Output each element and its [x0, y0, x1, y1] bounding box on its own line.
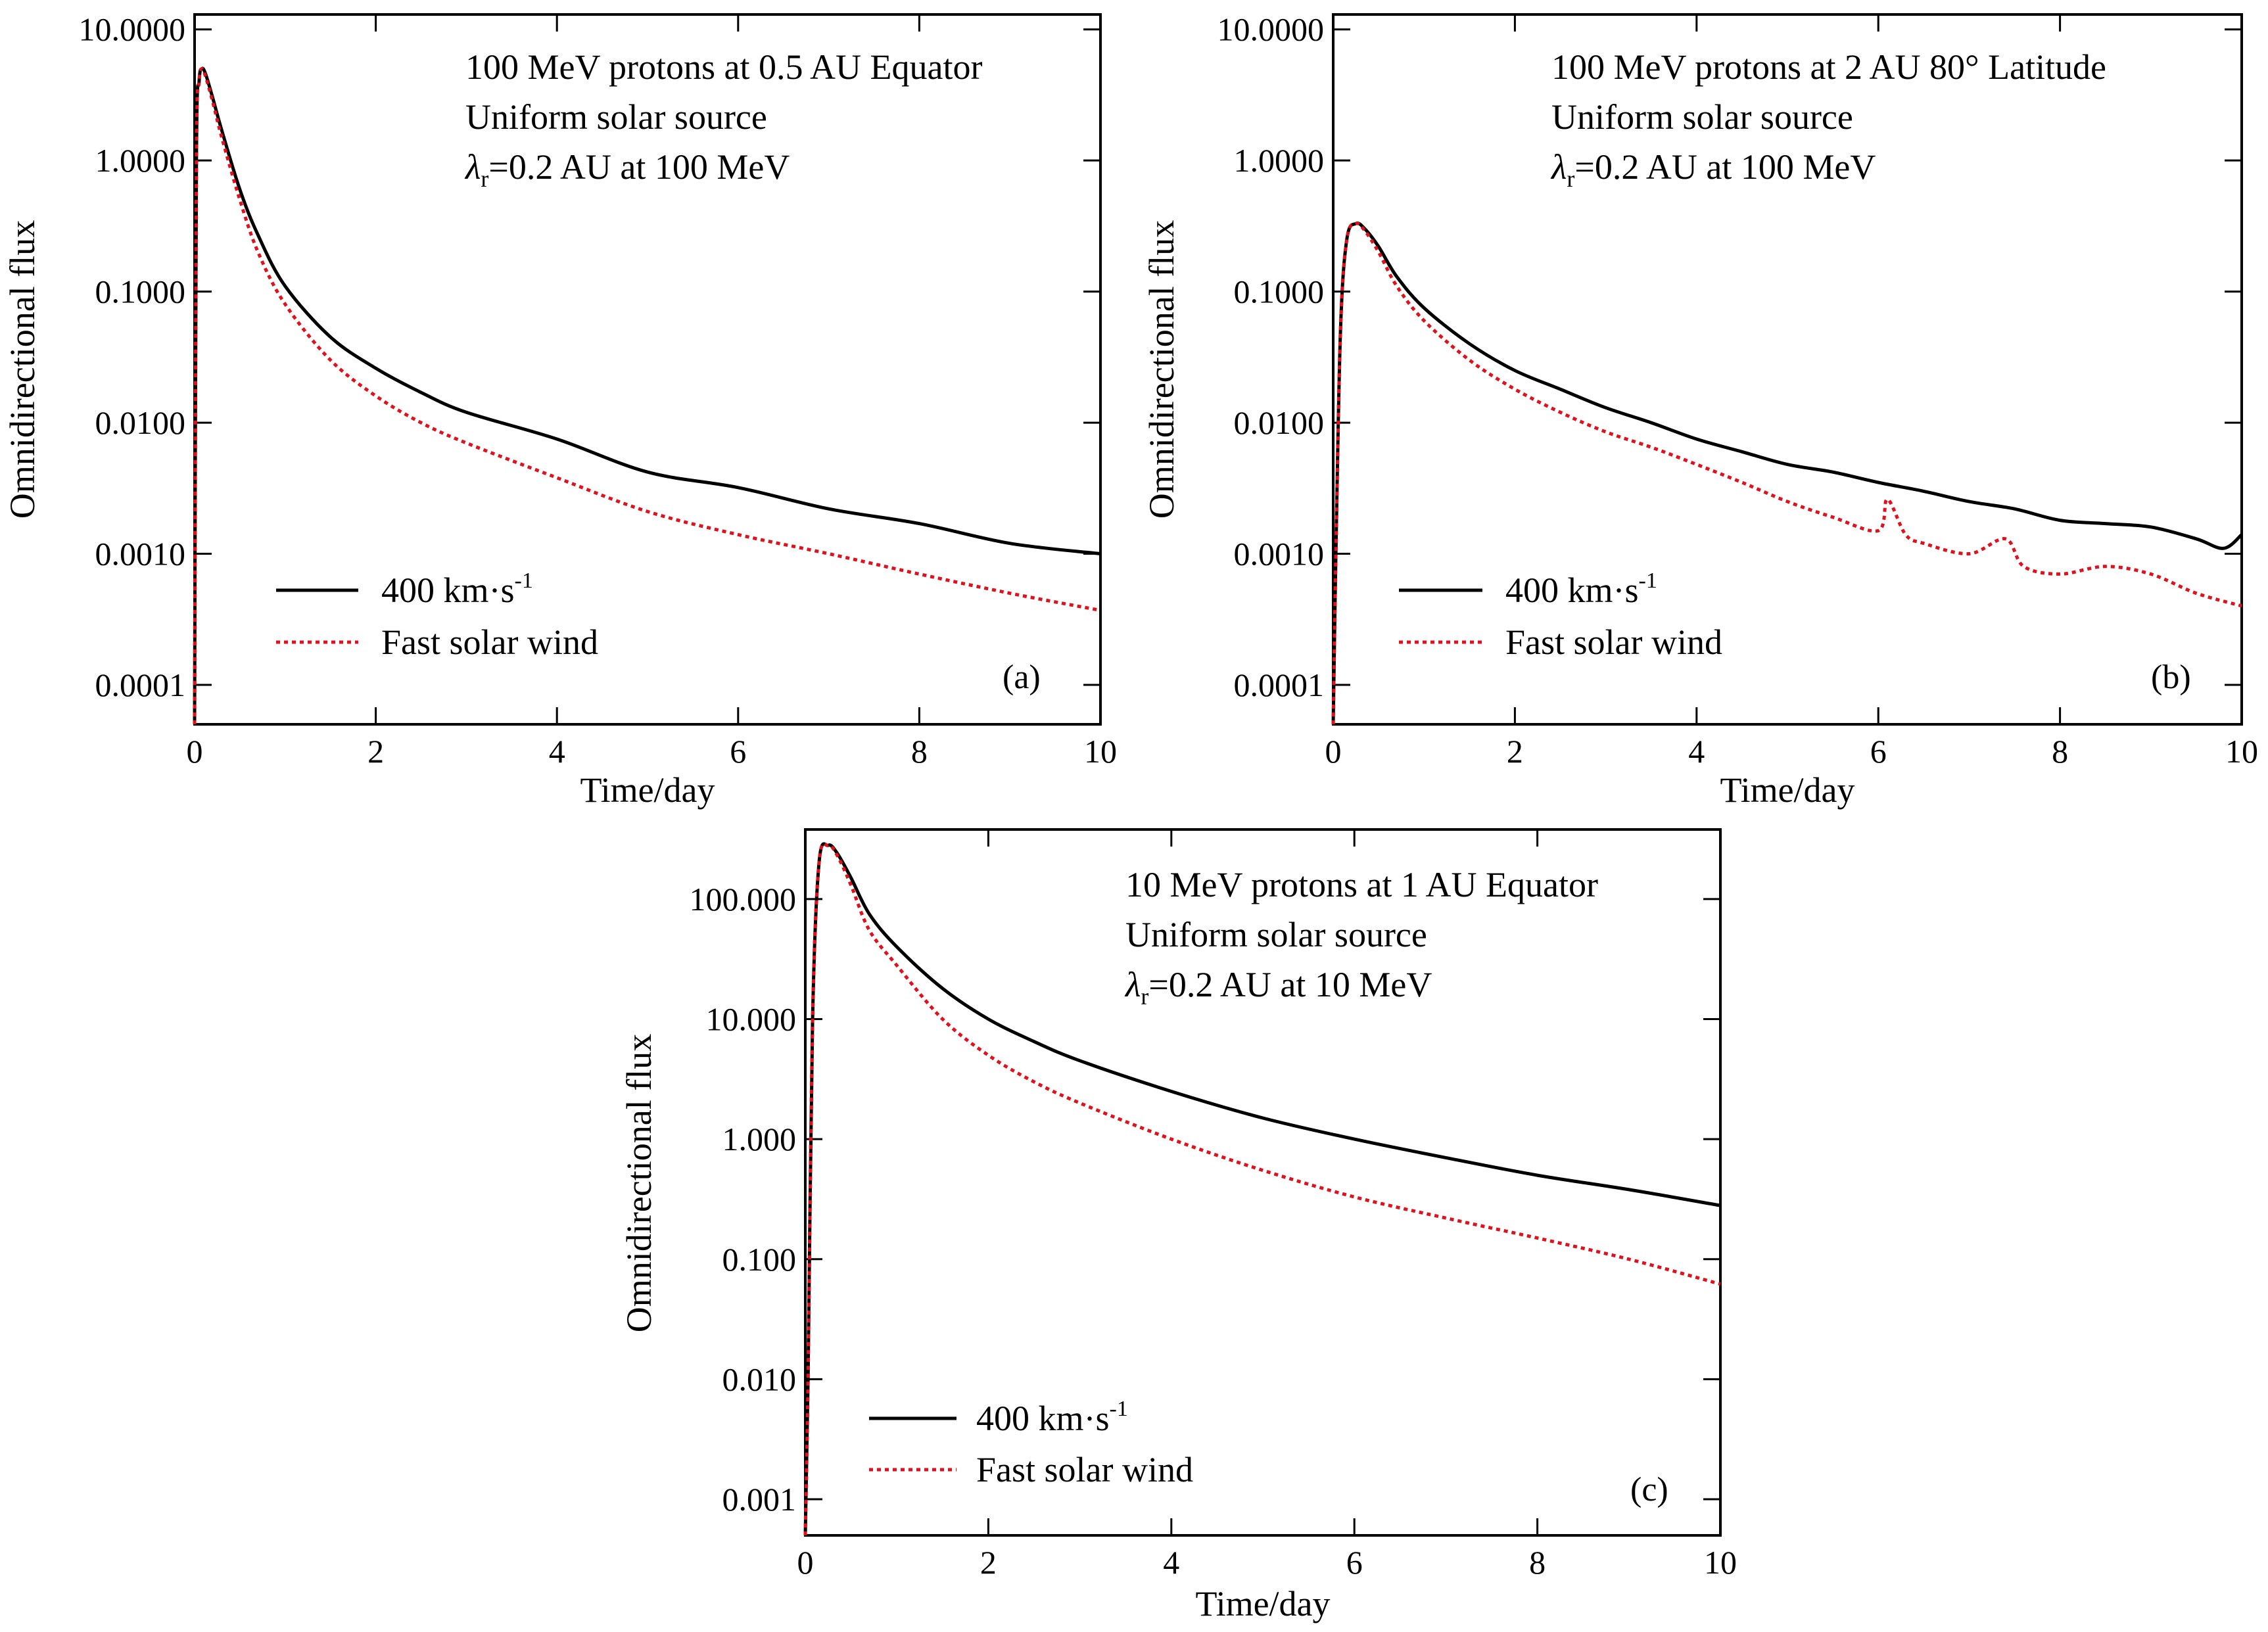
annotation-line-2: Uniform solar source	[1125, 915, 1427, 954]
x-tick-label: 8	[1529, 1544, 1546, 1581]
series-400-kms-line	[1331, 221, 2243, 725]
x-tick-label: 10	[2225, 733, 2258, 770]
y-tick-label: 0.100	[722, 1241, 797, 1278]
x-ticks: 0 2 4 6 8 10	[1325, 14, 2258, 770]
x-axis-label: Time/day	[580, 770, 715, 810]
lambda-subscript: r	[1141, 983, 1148, 1010]
y-ticks: 10.0000 1.0000 0.1000 0.0100 0.0010 0.0001	[1217, 11, 2242, 703]
annotation-line-3: λr=0.2 AU at 100 MeV	[1550, 147, 1876, 192]
annotation-line-3-rest: =0.2 AU at 100 MeV	[488, 147, 790, 187]
plot-frame	[804, 828, 1722, 1537]
legend-solid-label: 400 km·s-1	[381, 569, 533, 610]
x-tick-label: 4	[549, 733, 565, 770]
x-tick-label: 4	[1163, 1544, 1179, 1581]
y-ticks: 100.000 10.000 1.000 0.100 0.010 0.001	[690, 881, 1720, 1518]
annotation-line-2: Uniform solar source	[465, 97, 767, 137]
y-tick-label: 10.0000	[1217, 11, 1325, 48]
panel-label: (b)	[2151, 659, 2191, 696]
x-tick-label: 6	[730, 733, 746, 770]
annotation-line-1: 100 MeV protons at 2 AU 80° Latitude	[1551, 47, 2106, 87]
y-tick-label: 1.0000	[95, 142, 186, 179]
legend-solid-label: 400 km·s-1	[976, 1397, 1128, 1438]
annotation-line-1: 100 MeV protons at 0.5 AU Equator	[465, 47, 982, 87]
panel-c: 0 2 4 6 8 10 100.000 10.000 1.000 0.100 0.010 0.00…	[619, 828, 1737, 1623]
y-tick-label: 1.000	[722, 1121, 797, 1157]
y-tick-label: 0.0100	[95, 404, 186, 441]
x-tick-label: 6	[1870, 733, 1887, 770]
legend-dotted-label: Fast solar wind	[976, 1450, 1193, 1489]
legend-solid-label: 400 km·s-1	[1505, 569, 1657, 610]
lambda-symbol: λ	[464, 147, 481, 187]
lambda-symbol: λ	[1124, 965, 1141, 1004]
curves	[193, 66, 1101, 725]
y-tick-label: 0.0001	[1234, 666, 1325, 703]
y-tick-label: 100.000	[690, 881, 797, 918]
series-fast-solar-wind-line	[803, 842, 1721, 1536]
y-tick-label: 1.0000	[1234, 142, 1325, 179]
x-tick-label: 2	[1507, 733, 1523, 770]
y-tick-label: 0.0001	[95, 666, 186, 703]
x-tick-label: 4	[1688, 733, 1705, 770]
x-tick-label: 0	[1325, 733, 1342, 770]
panel-a: 0 2 4 6 8 10 10.00001.00000.10000.01000.00100…	[3, 11, 1117, 810]
y-tick-label: 10.000	[706, 1001, 797, 1038]
lambda-subscript: r	[481, 166, 488, 192]
x-axis-label: Time/day	[1195, 1584, 1330, 1623]
y-tick-label: 0.1000	[1234, 273, 1325, 310]
legend-solid-label-main: 400 km·s	[1505, 571, 1639, 610]
series-fast-solar-wind-line	[1331, 221, 2242, 725]
annotation-line-3-rest: =0.2 AU at 10 MeV	[1148, 965, 1432, 1004]
x-tick-label: 2	[367, 733, 384, 770]
annotation-line-3: λr=0.2 AU at 100 MeV	[464, 147, 790, 192]
x-tick-label: 2	[980, 1544, 997, 1581]
panel-label: (c)	[1630, 1471, 1668, 1508]
legend-solid-label-sup: -1	[515, 569, 533, 593]
annotation-line-1: 10 MeV protons at 1 AU Equator	[1125, 865, 1598, 904]
y-tick-label: 0.001	[722, 1481, 797, 1518]
lambda-subscript: r	[1567, 166, 1574, 192]
y-tick-label: 10.0000	[79, 11, 186, 48]
lambda-symbol: λ	[1550, 147, 1567, 187]
x-tick-label: 8	[2052, 733, 2068, 770]
plot-frame	[1332, 13, 2243, 726]
y-axis-label: Omnidirectional flux	[619, 1034, 659, 1332]
legend-dotted-label: Fast solar wind	[381, 622, 598, 662]
y-ticks: 10.0000 1.0000 0.1000 0.0100 0.0010 0.0001	[79, 11, 1100, 703]
y-tick-label: 0.010	[722, 1361, 797, 1397]
curves	[1331, 221, 2243, 725]
x-tick-label: 10	[1704, 1544, 1737, 1581]
x-tick-label: 0	[187, 733, 203, 770]
series-fast-solar-wind-line	[193, 67, 1101, 725]
y-axis-label: Omnidirectional flux	[1142, 220, 1181, 519]
panel-b: 0 2 4 6 8 10 10.00001.00000.10000.01000.00100…	[1142, 11, 2258, 810]
legend-solid-label-main: 400 km·s	[976, 1399, 1110, 1438]
curves	[803, 842, 1721, 1536]
x-tick-label: 8	[911, 733, 928, 770]
x-axis-label: Time/day	[1720, 770, 1855, 810]
x-tick-label: 0	[797, 1544, 814, 1581]
annotation-line-3-rest: =0.2 AU at 100 MeV	[1574, 147, 1876, 187]
y-tick-label: 0.1000	[95, 273, 186, 310]
legend-solid-label-sup: -1	[1110, 1397, 1128, 1421]
annotation-line-2: Uniform solar source	[1551, 97, 1853, 137]
panel-label: (a)	[1003, 659, 1041, 696]
legend-solid-label-sup: -1	[1639, 569, 1657, 593]
y-tick-label: 0.0100	[1234, 404, 1325, 441]
annotation-line-3: λr=0.2 AU at 10 MeV	[1124, 965, 1432, 1010]
y-tick-label: 0.0010	[95, 536, 186, 572]
x-ticks: 0 2 4 6 8 10	[797, 829, 1737, 1581]
y-axis-label: Omnidirectional flux	[3, 220, 42, 519]
legend-dotted-label: Fast solar wind	[1505, 622, 1722, 662]
x-tick-label: 10	[1084, 733, 1117, 770]
legend-solid-label-main: 400 km·s	[381, 571, 515, 610]
x-ticks: 0 2 4 6 8 10	[187, 14, 1117, 770]
x-tick-label: 6	[1346, 1544, 1363, 1581]
y-tick-label: 0.0010	[1234, 536, 1325, 572]
